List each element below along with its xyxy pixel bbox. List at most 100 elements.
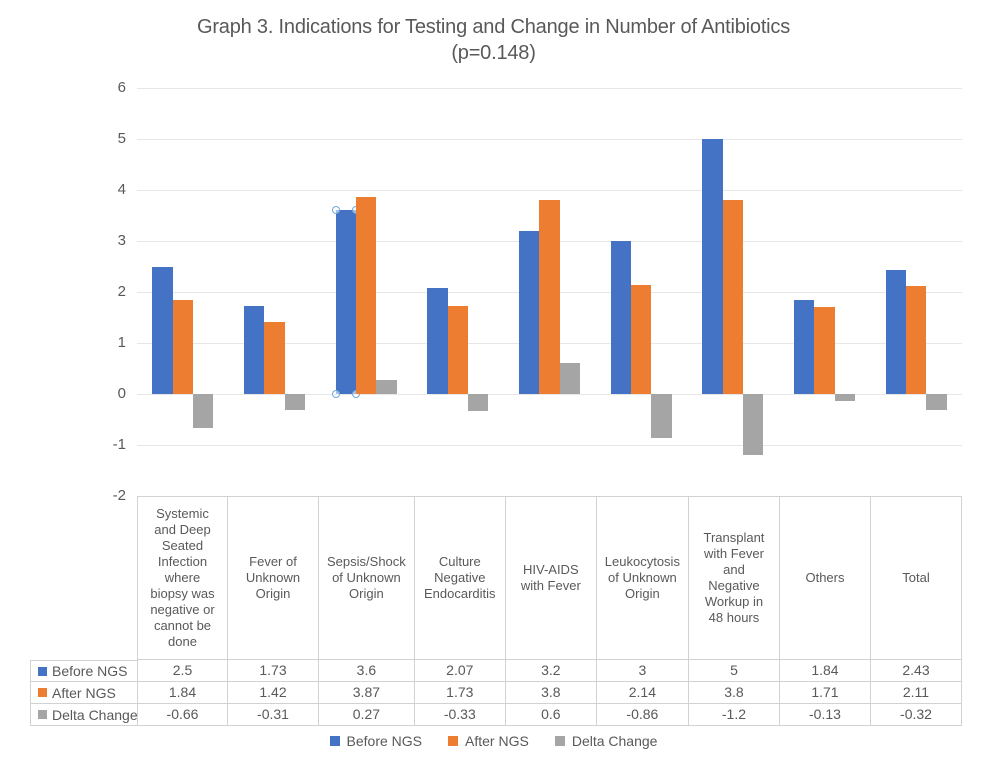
- bar-before-ngs[interactable]: [518, 230, 540, 394]
- bar-group: [229, 88, 321, 496]
- bar-after-ngs[interactable]: [539, 200, 560, 394]
- bar-after-ngs[interactable]: [264, 321, 285, 394]
- bar-delta-change[interactable]: [743, 394, 764, 456]
- bar-after-ngs[interactable]: [630, 284, 652, 394]
- bar-before-ngs[interactable]: [335, 210, 356, 394]
- data-table: Systemic and Deep Seated Infection where…: [30, 496, 962, 726]
- series-name-label: Delta Change: [52, 706, 138, 723]
- category-header-cell: Sepsis/Shock of Unknown Origin: [319, 496, 415, 660]
- bar-after-ngs[interactable]: [355, 196, 377, 394]
- table-value-cell: 2.43: [870, 660, 962, 682]
- series-key-icon: [38, 688, 47, 697]
- chart-title: Graph 3. Indications for Testing and Cha…: [196, 16, 791, 38]
- gridline: [137, 394, 962, 395]
- bar-before-ngs[interactable]: [243, 305, 265, 394]
- table-value-cell: 1.73: [414, 682, 506, 704]
- table-value-cell: -0.31: [228, 704, 320, 726]
- y-axis-tick-label: 0: [117, 385, 126, 402]
- bar-delta-change[interactable]: [468, 394, 489, 411]
- bar-delta-change[interactable]: [651, 394, 672, 438]
- bar-delta-change[interactable]: [834, 394, 856, 401]
- y-axis-tick-label: 3: [117, 232, 126, 249]
- table-value-cell: -0.86: [596, 704, 689, 726]
- table-value-cell: 2.14: [596, 682, 689, 704]
- gridline: [137, 445, 962, 446]
- bar-group: [137, 88, 229, 496]
- table-value-cell: 2.11: [870, 682, 962, 704]
- bar-delta-change[interactable]: [559, 363, 581, 394]
- category-header-cell: Culture Negative Endocarditis: [414, 496, 506, 660]
- bar-group: [412, 88, 504, 496]
- y-axis-tick-label: 4: [117, 181, 126, 198]
- selection-handle[interactable]: [331, 390, 340, 398]
- chart-subtitle: (p=0.148): [451, 42, 536, 64]
- table-value-cell: -0.13: [779, 704, 871, 726]
- legend-item-before-ngs[interactable]: Before NGS: [329, 733, 423, 749]
- bar-after-ngs[interactable]: [447, 305, 469, 394]
- table-value-cell: -0.66: [137, 704, 228, 726]
- category-header-cell: Systemic and Deep Seated Infection where…: [137, 496, 228, 660]
- table-value-cell: 3.87: [319, 682, 415, 704]
- table-value-cell: 3: [596, 660, 689, 682]
- table-row-label-after-ngs: After NGS: [30, 682, 137, 704]
- bar-after-ngs[interactable]: [814, 306, 835, 394]
- table-value-cell: 2.07: [414, 660, 506, 682]
- bar-before-ngs[interactable]: [610, 241, 631, 394]
- legend-swatch-icon: [448, 736, 459, 746]
- bar-group: [504, 88, 596, 496]
- category-header-cell: Total: [870, 496, 962, 660]
- table-value-cell: 3.2: [505, 660, 597, 682]
- bar-delta-change[interactable]: [926, 394, 947, 411]
- bar-group: [320, 88, 412, 496]
- category-header-cell: Leukocytosis of Unknown Origin: [596, 496, 689, 660]
- table-value-cell: 3.8: [505, 682, 597, 704]
- selection-handle[interactable]: [331, 206, 340, 215]
- bar-group: [595, 88, 687, 496]
- category-header-cell: Others: [779, 496, 871, 660]
- legend-label: Before NGS: [346, 733, 423, 749]
- bar-before-ngs[interactable]: [793, 300, 815, 394]
- bar-before-ngs[interactable]: [427, 288, 448, 394]
- table-value-cell: 3.8: [688, 682, 780, 704]
- legend-swatch-icon: [329, 736, 340, 746]
- table-value-cell: -1.2: [688, 704, 780, 726]
- bar-before-ngs[interactable]: [885, 270, 906, 394]
- bar-before-ngs[interactable]: [702, 139, 723, 394]
- y-axis-tick-label: 6: [117, 79, 126, 96]
- bar-group: [779, 88, 871, 496]
- bar-delta-change[interactable]: [284, 394, 306, 410]
- gridline: [137, 190, 962, 191]
- y-axis-tick-label: 5: [117, 130, 126, 147]
- y-axis-tick-label: 1: [117, 334, 126, 351]
- table-value-cell: -0.32: [870, 704, 962, 726]
- y-axis-tick-label: -1: [112, 436, 126, 453]
- legend-label: Delta Change: [571, 733, 658, 749]
- series-name-label: After NGS: [52, 684, 116, 701]
- bar-after-ngs[interactable]: [722, 200, 744, 394]
- bar-delta-change[interactable]: [376, 380, 397, 394]
- y-axis: 6 5 4 3 2 1 0 -1 -2: [0, 79, 126, 504]
- bar-delta-change[interactable]: [193, 394, 214, 428]
- table-row-label-before-ngs: Before NGS: [30, 660, 137, 682]
- bar-before-ngs[interactable]: [152, 266, 173, 394]
- bar-after-ngs[interactable]: [905, 286, 927, 394]
- table-value-cell: 0.6: [505, 704, 597, 726]
- category-header-cell: HIV-AIDS with Fever: [505, 496, 597, 660]
- series-key-icon: [38, 710, 47, 719]
- table-value-cell: 5: [688, 660, 780, 682]
- legend-label: After NGS: [465, 733, 529, 749]
- legend: Before NGS After NGS Delta Change: [0, 733, 987, 749]
- table-value-cell: 1.84: [779, 660, 871, 682]
- bar-group: [687, 88, 779, 496]
- legend-item-delta-change[interactable]: Delta Change: [554, 733, 658, 749]
- table-row-label-delta-change: Delta Change: [30, 704, 138, 726]
- gridline: [137, 139, 962, 140]
- table-value-cell: 1.73: [228, 660, 320, 682]
- table-value-cell: 1.42: [228, 682, 320, 704]
- bar-group: [870, 88, 962, 496]
- category-header-cell: Fever of Unknown Origin: [228, 496, 320, 660]
- legend-item-after-ngs[interactable]: After NGS: [448, 733, 529, 749]
- table-value-cell: 3.6: [319, 660, 415, 682]
- bar-after-ngs[interactable]: [172, 300, 194, 394]
